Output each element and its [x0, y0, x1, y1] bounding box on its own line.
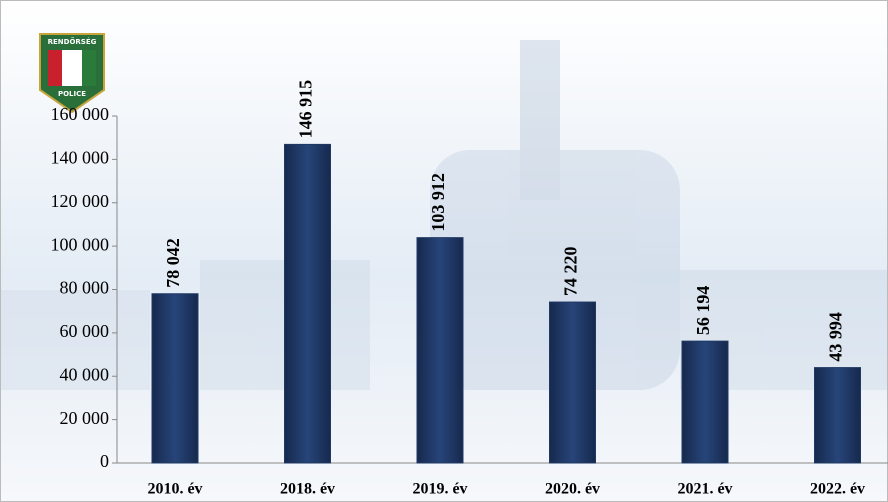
y-tick-label: 140 000 — [51, 148, 110, 168]
value-label: 56 194 — [693, 286, 713, 336]
x-tick-label: 2018. év — [280, 481, 335, 498]
x-tick-label: 2021. év — [677, 481, 732, 498]
bar — [416, 237, 464, 464]
logo: RENDŐRSÉG POLICE — [39, 33, 105, 114]
x-tick-label: 2020. év — [545, 481, 600, 498]
y-tick-label: 0 — [100, 451, 109, 471]
logo-stripe — [62, 50, 82, 86]
bar — [549, 301, 596, 464]
y-tick-label: 40 000 — [60, 364, 110, 384]
value-label: 74 220 — [561, 247, 581, 297]
x-tick-label: 2019. év — [412, 481, 467, 498]
value-label: 43 994 — [826, 312, 846, 362]
value-label: 146 915 — [296, 80, 316, 139]
y-tick-label: 60 000 — [60, 321, 110, 341]
bar — [681, 340, 729, 464]
y-tick-label: 100 000 — [51, 234, 110, 254]
y-tick-label: 120 000 — [51, 191, 110, 211]
logo-stripe — [48, 50, 62, 86]
value-label: 103 912 — [428, 173, 448, 232]
y-tick-label: 80 000 — [60, 278, 110, 298]
bar — [814, 367, 861, 464]
logo-text: RENDŐRSÉG — [48, 37, 97, 46]
y-tick-label: 20 000 — [60, 408, 110, 428]
bar — [284, 143, 331, 464]
y-tick-label: 160 000 — [51, 104, 110, 124]
x-tick-label: 2022. év — [810, 481, 865, 498]
logo-text: POLICE — [58, 90, 86, 98]
value-label: 78 042 — [163, 238, 183, 288]
bar — [151, 293, 199, 464]
logo-stripe — [82, 50, 96, 86]
x-tick-label: 2010. év — [147, 481, 202, 498]
